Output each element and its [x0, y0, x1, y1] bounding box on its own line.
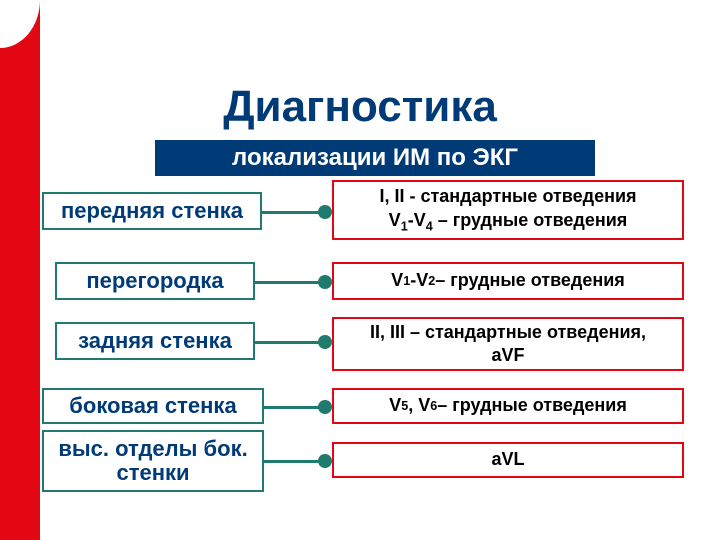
connector-4 — [264, 406, 330, 409]
loc-high-lateral-line2: стенки — [116, 461, 189, 485]
subtitle-text: локализации ИМ по ЭКГ — [232, 144, 518, 172]
loc-box-septal: перегородка — [55, 262, 255, 300]
leads-box-septal: V1-V2 – грудные отведения — [332, 262, 684, 300]
loc-box-posterior: задняя стенка — [55, 322, 255, 360]
leads-anterior-line1: I, II - стандартные отведения — [379, 185, 636, 208]
loc-box-anterior: передняя стенка — [42, 192, 262, 230]
leads-box-posterior: II, III – стандартные отведения, aVF — [332, 317, 684, 371]
sidebar-red — [0, 0, 40, 540]
connector-3 — [255, 341, 330, 344]
leads-box-high-lateral: aVL — [332, 442, 684, 478]
loc-box-high-lateral: выс. отделы бок. стенки — [42, 430, 264, 492]
leads-posterior-line1: II, III – стандартные отведения, — [370, 321, 646, 344]
leads-anterior-line2: V1-V4 – грудные отведения — [389, 209, 628, 235]
loc-box-lateral: боковая стенка — [42, 388, 264, 424]
slide-title: Диагностика — [0, 82, 720, 132]
loc-high-lateral-line1: выс. отделы бок. — [58, 437, 247, 461]
subtitle-banner: локализации ИМ по ЭКГ — [155, 140, 595, 176]
leads-box-lateral: V5, V6 – грудные отведения — [332, 388, 684, 424]
connector-5 — [264, 460, 330, 463]
slide-root: Диагностика локализации ИМ по ЭКГ передн… — [0, 0, 720, 540]
connector-1 — [262, 211, 330, 214]
connector-2 — [255, 281, 330, 284]
leads-posterior-line2: aVF — [491, 344, 524, 367]
leads-box-anterior: I, II - стандартные отведения V1-V4 – гр… — [332, 180, 684, 240]
